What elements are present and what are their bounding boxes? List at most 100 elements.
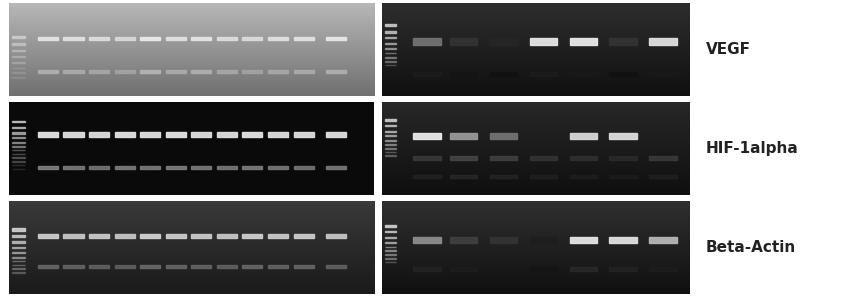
Bar xyxy=(327,166,346,169)
Bar xyxy=(38,37,58,40)
Bar xyxy=(530,72,557,76)
Bar xyxy=(12,72,25,73)
Bar xyxy=(63,37,84,40)
Bar xyxy=(12,43,25,45)
Bar xyxy=(217,37,237,40)
Bar xyxy=(89,234,109,238)
Bar xyxy=(385,57,396,58)
Bar xyxy=(650,133,677,139)
Bar xyxy=(217,166,237,169)
Bar xyxy=(450,72,478,76)
Bar xyxy=(12,132,25,134)
Bar xyxy=(490,72,518,76)
Bar xyxy=(530,237,557,243)
Bar xyxy=(268,166,288,169)
Bar xyxy=(140,132,160,137)
Bar xyxy=(385,31,396,33)
Bar xyxy=(609,38,637,45)
Bar xyxy=(12,236,25,237)
Bar xyxy=(650,267,677,271)
Bar xyxy=(530,267,557,271)
Bar xyxy=(490,175,518,178)
Bar xyxy=(609,156,637,160)
Bar xyxy=(115,166,135,169)
Bar xyxy=(294,166,314,169)
Bar xyxy=(217,132,237,137)
Bar xyxy=(12,137,25,138)
Bar xyxy=(115,265,135,268)
Bar xyxy=(450,237,478,243)
Bar xyxy=(12,252,25,253)
Bar xyxy=(63,234,84,238)
Bar xyxy=(413,72,441,76)
Bar xyxy=(385,254,396,255)
Bar xyxy=(166,37,186,40)
Bar xyxy=(140,234,160,238)
Bar xyxy=(385,140,396,141)
Bar xyxy=(268,265,288,268)
Bar xyxy=(385,24,396,26)
Bar xyxy=(294,132,314,137)
Bar xyxy=(12,161,25,162)
Bar xyxy=(385,135,396,136)
Bar xyxy=(243,132,263,137)
Bar xyxy=(38,265,58,268)
Bar xyxy=(490,156,518,160)
Bar xyxy=(217,234,237,238)
Bar xyxy=(38,132,58,137)
Bar xyxy=(490,133,518,139)
Bar xyxy=(650,156,677,160)
Bar xyxy=(609,237,637,243)
Bar xyxy=(115,234,135,238)
Text: VEGF: VEGF xyxy=(706,42,751,57)
Bar xyxy=(243,265,263,268)
Bar xyxy=(12,77,25,78)
Bar xyxy=(12,67,25,68)
Bar xyxy=(413,133,441,139)
Bar xyxy=(413,38,441,45)
Bar xyxy=(191,70,212,73)
Bar xyxy=(115,132,135,137)
Bar xyxy=(413,175,441,178)
Bar xyxy=(569,133,597,139)
Bar xyxy=(191,132,212,137)
Bar xyxy=(385,125,396,126)
Bar xyxy=(530,133,557,139)
Bar xyxy=(243,166,263,169)
Bar xyxy=(385,119,396,121)
Bar xyxy=(12,228,25,230)
Bar xyxy=(12,121,25,122)
Bar xyxy=(166,70,186,73)
Bar xyxy=(191,37,212,40)
Bar xyxy=(385,37,396,38)
Bar xyxy=(38,166,58,169)
Bar xyxy=(115,37,135,40)
Bar xyxy=(413,267,441,271)
Bar xyxy=(385,48,396,49)
Bar xyxy=(166,166,186,169)
Bar xyxy=(294,265,314,268)
Bar xyxy=(490,38,518,45)
Bar xyxy=(327,70,346,73)
Bar xyxy=(191,265,212,268)
Bar xyxy=(327,132,346,137)
Bar xyxy=(385,43,396,44)
Bar xyxy=(609,133,637,139)
Bar xyxy=(217,70,237,73)
Bar xyxy=(38,234,58,238)
Bar xyxy=(569,237,597,243)
Bar xyxy=(89,132,109,137)
Bar xyxy=(12,268,25,269)
Bar xyxy=(268,132,288,137)
Bar xyxy=(569,38,597,45)
Bar xyxy=(191,234,212,238)
Bar xyxy=(385,144,396,145)
Text: HIF-1alpha: HIF-1alpha xyxy=(706,141,798,156)
Bar xyxy=(450,133,478,139)
Bar xyxy=(327,234,346,238)
Text: Beta-Actin: Beta-Actin xyxy=(706,240,796,255)
Bar xyxy=(63,70,84,73)
Bar xyxy=(294,37,314,40)
Bar xyxy=(650,38,677,45)
Bar xyxy=(327,37,346,40)
